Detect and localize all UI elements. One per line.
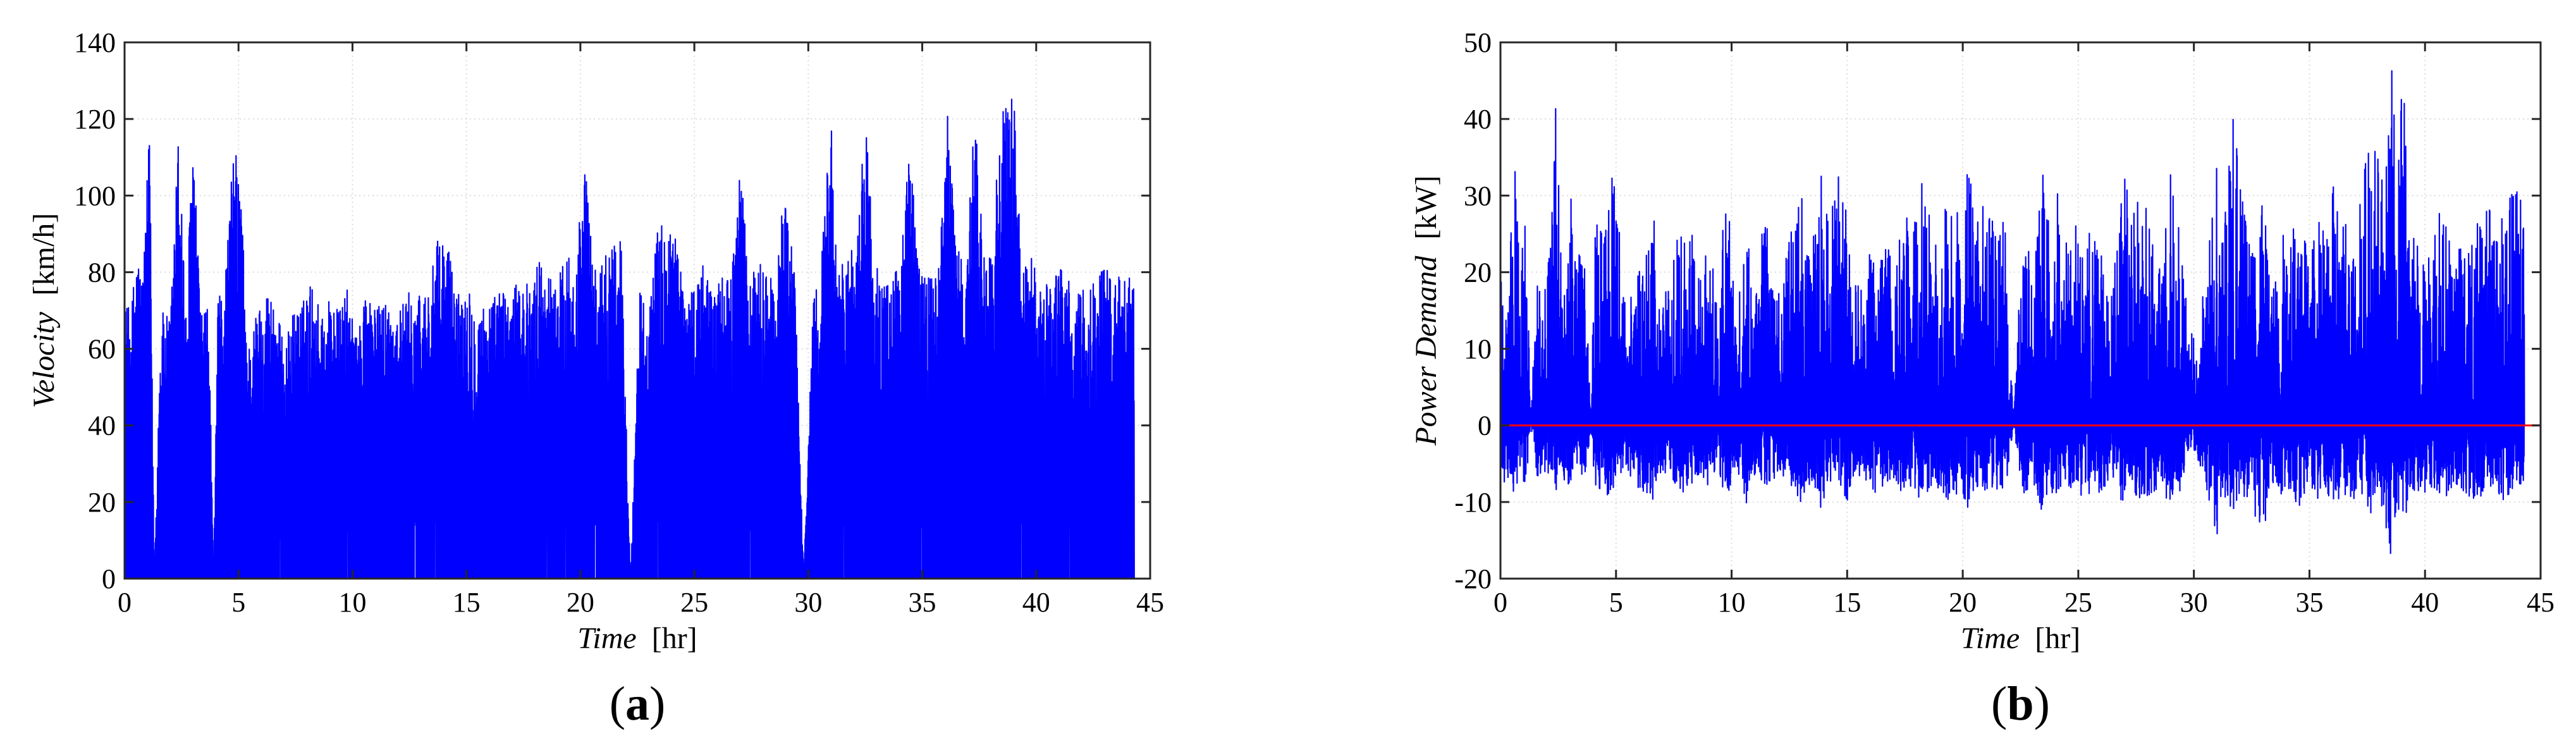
y-axis-label-b: Power Demand [kW] [1409,175,1443,446]
ticks-b: 0 5 10 15 20 25 30 35 40 45 -20 -10 0 10 20 30 40 50 [1454,27,2555,618]
y-tick-label-3: 60 [88,334,116,365]
x-tick-label-1: 5 [231,587,245,618]
power-demand-series [1499,70,2525,555]
y-tick-label-1: 20 [88,487,116,518]
x-tick-label-7: 35 [909,587,936,618]
x-tick-label-0: 0 [118,587,132,618]
x-tick-label-8: 40 [2411,587,2439,618]
y-tick-label-3: 10 [1464,334,1492,365]
x-tick-label-1: 5 [1609,587,1623,618]
x-axis-label-a: Time [hr] [577,622,697,655]
x-axis-label-a-unit: [hr] [652,622,697,655]
y-tick-label-2: 0 [1478,410,1492,441]
x-tick-label-3: 15 [1833,587,1861,618]
chart-panel-a: 0 5 10 15 20 25 30 35 40 45 0 20 40 60 80 100 120 140 Vel… [27,27,1164,730]
x-tick-label-5: 25 [680,587,708,618]
x-tick-label-4: 20 [1949,587,1977,618]
y-axis-label-b-unit: [kW] [1409,175,1443,239]
panel-label-a-letter: a [625,677,649,730]
y-axis-label-a: Velocity [km/h] [27,213,61,409]
y-tick-label-7: 50 [1464,27,1492,58]
x-axis-label-b-name: Time [1961,622,2020,655]
series-trace-a [123,99,1135,580]
x-tick-label-2: 10 [1718,587,1746,618]
x-tick-label-9: 45 [1136,587,1164,618]
y-axis-label-a-name: Velocity [27,312,61,409]
y-tick-label-4: 80 [88,257,116,288]
axes-box-b [1499,41,2542,580]
x-tick-label-8: 40 [1022,587,1050,618]
x-axis-label-a-name: Time [577,622,636,655]
x-tick-label-7: 35 [2295,587,2323,618]
ticks-a: 0 5 10 15 20 25 30 35 40 45 0 20 40 60 80 100 120 140 [74,27,1164,618]
x-tick-label-6: 30 [2180,587,2208,618]
y-tick-label-5: 30 [1464,180,1492,211]
x-tick-label-0: 0 [1493,587,1507,618]
x-axis-label-b-unit: [hr] [2035,622,2080,655]
x-tick-label-6: 30 [794,587,822,618]
panel-label-b: (b) [1991,677,2050,730]
velocity-series [123,99,1135,580]
y-axis-label-a-unit: [km/h] [27,213,61,296]
y-tick-label-2: 40 [88,410,116,441]
y-tick-label-4: 20 [1464,257,1492,288]
chart-panel-b: 0 5 10 15 20 25 30 35 40 45 -20 -10 0 10 20 30 40 50 Powe… [1409,27,2555,730]
y-tick-label-1: -10 [1454,487,1492,518]
x-tick-label-5: 25 [2064,587,2092,618]
y-tick-label-6: 120 [74,104,116,135]
panel-label-a: (a) [610,677,666,730]
x-tick-label-9: 45 [2527,587,2555,618]
x-tick-label-2: 10 [338,587,366,618]
y-tick-label-5: 100 [74,180,116,211]
x-axis-label-b: Time [hr] [1961,622,2080,655]
y-tick-label-7: 140 [74,27,116,58]
x-tick-label-3: 15 [453,587,481,618]
axes-box-a [123,41,1151,580]
y-tick-label-6: 40 [1464,104,1492,135]
y-axis-label-b-name: Power Demand [1409,255,1443,446]
panel-label-b-letter: b [2007,677,2033,730]
x-tick-label-4: 20 [567,587,594,618]
series-trace-b [1499,70,2525,555]
y-tick-label-0: -20 [1454,563,1492,594]
y-tick-label-0: 0 [102,563,116,594]
